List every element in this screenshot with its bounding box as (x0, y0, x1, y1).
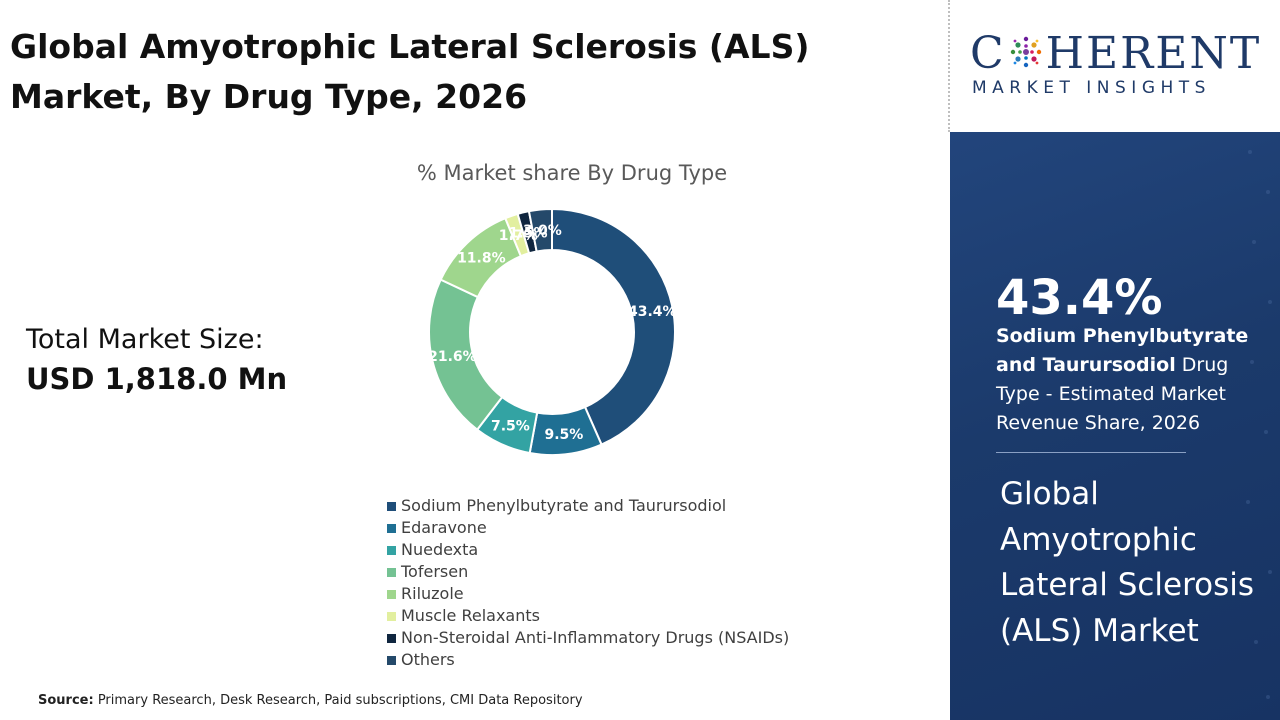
panel-market-title: Global Amyotrophic Lateral Sclerosis (AL… (1000, 476, 1255, 649)
page-title: Global Amyotrophic Lateral Sclerosis (AL… (10, 27, 810, 116)
logo-text-c: C (970, 28, 1006, 79)
legend-item: Edaravone (387, 517, 789, 539)
legend-label: Tofersen (401, 562, 469, 581)
legend-item: Muscle Relaxants (387, 605, 789, 627)
source-label: Source: (38, 693, 94, 708)
donut-data-label: 1.5% (509, 225, 548, 241)
legend-swatch (387, 655, 396, 665)
legend-item: Nuedexta (387, 539, 789, 561)
source-note: Source: Primary Research, Desk Research,… (38, 693, 583, 708)
legend-swatch (387, 523, 396, 533)
legend-label: Sodium Phenylbutyrate and Taurursodiol (401, 496, 727, 515)
legend-item: Non-Steroidal Anti-Inflammatory Drugs (N… (387, 627, 789, 649)
legend-swatch (387, 501, 396, 511)
logo-subtitle: MARKET INSIGHTS (972, 78, 1211, 98)
legend-label: Non-Steroidal Anti-Inflammatory Drugs (N… (401, 628, 790, 647)
panel-decoration (1246, 150, 1272, 699)
legend-swatch (387, 567, 396, 577)
legend-item: Riluzole (387, 583, 789, 605)
donut-data-label: 7.5% (491, 419, 530, 435)
brand-logo: C HERENT MARKET INSIGHTS (950, 0, 1280, 132)
donut-data-label: 43.4% (628, 304, 677, 320)
chart-title: % Market share By Drug Type (417, 161, 727, 185)
chart-area: Global Amyotrophic Lateral Sclerosis (AL… (10, 27, 810, 708)
legend-swatch (387, 633, 396, 643)
legend-label: Riluzole (401, 584, 464, 603)
chart-legend: Sodium Phenylbutyrate and Taurursodiol Ed… (387, 495, 789, 671)
market-size-label: Total Market Size: (26, 324, 264, 355)
legend-label: Edaravone (401, 518, 487, 537)
highlight-segment: Sodium Phenylbutyrate and Taurursodiol (996, 325, 1249, 376)
donut-data-label: 3.0% (523, 223, 562, 239)
legend-label: Others (401, 650, 455, 669)
divider (948, 0, 952, 132)
chart-data-labels: 43.4% 9.5% 7.5% 21.6% 11.8% 1.7%1.5%3.0% (428, 223, 676, 443)
highlight-caption: Drug Type - Estimated Market Revenue Sha… (996, 354, 1229, 434)
legend-item: Tofersen (387, 561, 789, 583)
legend-label: Nuedexta (401, 540, 479, 559)
info-panel: 43.4% Sodium Phenylbutyrate and Taururso… (950, 132, 1280, 720)
logo-text-rest: HERENT (1045, 28, 1262, 79)
legend-swatch (387, 545, 396, 555)
legend-swatch (387, 589, 396, 599)
legend-item: Sodium Phenylbutyrate and Taurursodiol (387, 495, 789, 517)
donut-slice (527, 207, 553, 253)
donut-data-label: 1.7% (499, 228, 538, 244)
donut-chart: % Market share By Drug Type 43.4% 9.5% 7.5… (417, 161, 727, 456)
legend-swatch (387, 611, 396, 621)
legend-label: Muscle Relaxants (401, 606, 540, 625)
highlight-value: 43.4% (996, 270, 1163, 326)
logo-wordmark: C HERENT (970, 26, 1261, 82)
donut-data-label: 9.5% (544, 427, 583, 443)
logo-globe-icon (1010, 36, 1041, 68)
panel-divider (996, 452, 1186, 453)
donut-slice (551, 207, 676, 446)
chart-slices (428, 207, 676, 456)
donut-data-label: 11.8% (457, 251, 506, 267)
donut-data-label: 21.6% (428, 349, 477, 365)
market-size-value: USD 1,818.0 Mn (26, 362, 288, 396)
highlight-description: Sodium Phenylbutyrate and Taurursodiol D… (996, 322, 1256, 438)
legend-item: Others (387, 649, 789, 671)
source-text: Primary Research, Desk Research, Paid su… (93, 693, 583, 708)
